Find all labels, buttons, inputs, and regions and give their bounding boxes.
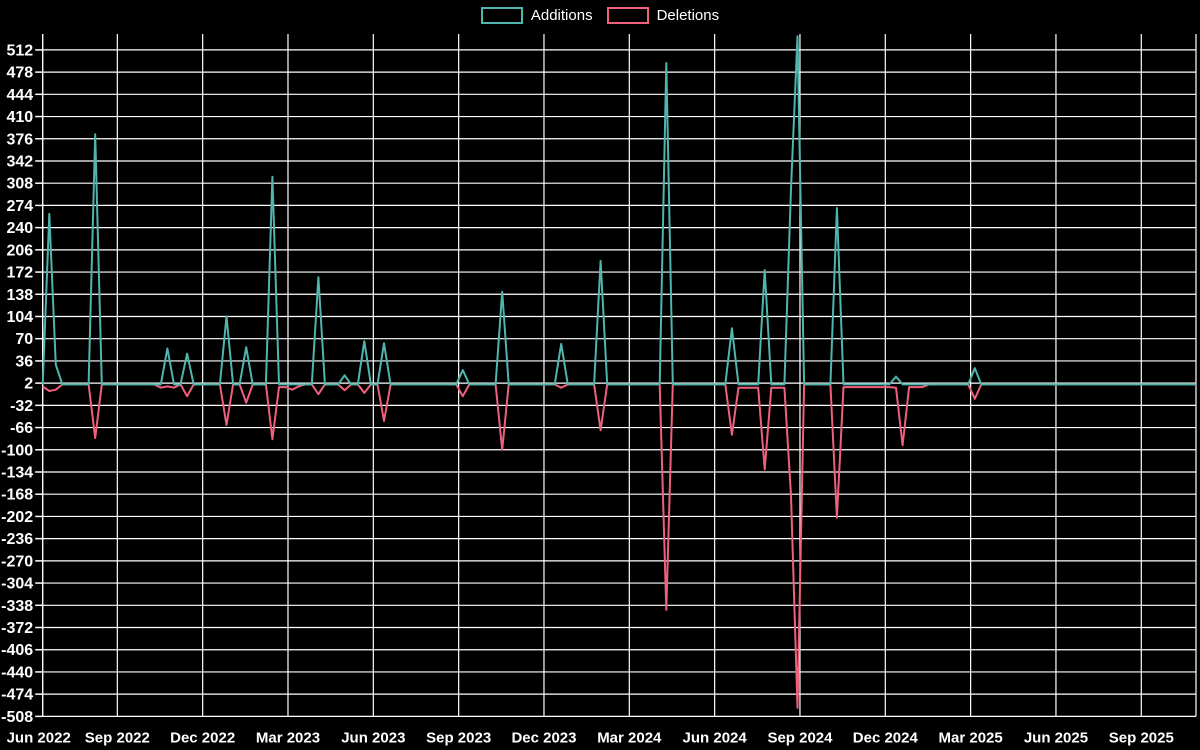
x-tick-label: Sep 2024	[767, 729, 833, 746]
x-tick-label: Mar 2023	[256, 729, 320, 746]
y-tick-label: 206	[6, 242, 33, 259]
x-tick-label: Dec 2024	[853, 729, 919, 746]
x-tick-label: Jun 2024	[683, 729, 748, 746]
x-tick-label: Sep 2023	[426, 729, 491, 746]
y-tick-label: -304	[1, 576, 33, 593]
legend: Additions Deletions	[0, 7, 1200, 24]
x-tick-label: Dec 2022	[170, 729, 235, 746]
y-tick-label: 410	[6, 109, 33, 126]
x-tick-label: Mar 2024	[597, 729, 662, 746]
y-tick-label: -236	[1, 531, 33, 548]
y-tick-label: 444	[6, 87, 33, 104]
y-tick-label: 308	[6, 176, 33, 193]
x-tick-label: Dec 2023	[511, 729, 576, 746]
x-tick-label: Jun 2023	[341, 729, 405, 746]
y-tick-label: -406	[1, 642, 33, 659]
deletions-swatch-icon	[606, 7, 649, 24]
y-tick-label: 2	[24, 376, 33, 393]
y-tick-label: 104	[6, 309, 33, 326]
additions-swatch-icon	[480, 7, 523, 24]
y-tick-label: -168	[1, 487, 33, 504]
y-tick-label: 240	[6, 220, 33, 237]
y-tick-label: 342	[6, 153, 33, 170]
y-tick-label: -270	[1, 553, 33, 570]
y-tick-label: -508	[1, 709, 33, 726]
y-tick-label: 36	[15, 353, 33, 370]
additions-series-line	[41, 35, 1196, 386]
y-tick-label: 172	[6, 265, 33, 282]
y-tick-label: -338	[1, 598, 33, 615]
legend-item-deletions[interactable]: Deletions	[606, 7, 720, 24]
legend-additions-label: Additions	[530, 7, 593, 24]
y-tick-label: 274	[6, 198, 33, 215]
deletions-series-line	[42, 383, 1196, 709]
legend-deletions-label: Deletions	[656, 7, 720, 24]
x-tick-label: Mar 2025	[939, 729, 1003, 746]
y-tick-label: -100	[1, 442, 33, 459]
y-tick-label: -66	[10, 420, 33, 437]
legend-item-additions[interactable]: Additions	[480, 7, 593, 24]
y-tick-label: -440	[1, 664, 33, 681]
x-tick-label: Jun 2022	[7, 729, 71, 746]
x-tick-label: Sep 2022	[85, 729, 150, 746]
y-tick-label: -372	[1, 620, 33, 637]
x-tick-label: Jun 2025	[1024, 729, 1088, 746]
y-tick-label: -202	[1, 509, 33, 526]
y-tick-label: 376	[6, 131, 33, 148]
y-tick-label: 70	[15, 331, 33, 348]
y-tick-label: -134	[1, 464, 33, 481]
y-tick-label: 138	[6, 287, 33, 304]
x-tick-label: Sep 2025	[1109, 729, 1174, 746]
y-tick-label: -32	[10, 398, 33, 415]
y-tick-label: -474	[1, 687, 33, 704]
y-tick-label: 512	[6, 42, 33, 59]
y-tick-label: 478	[6, 65, 33, 82]
